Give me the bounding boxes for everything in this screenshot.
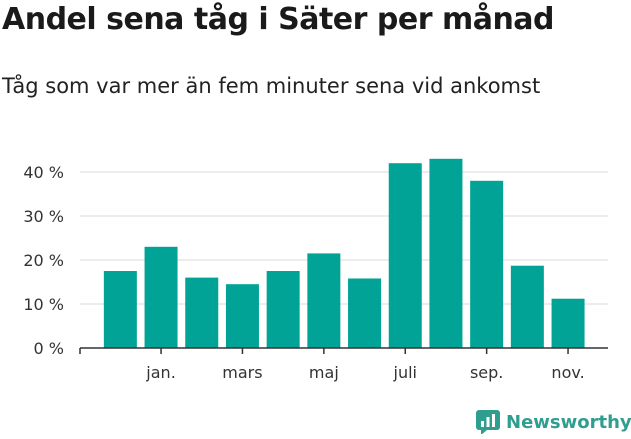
chart-title: Andel sena tåg i Säter per månad [2,2,555,37]
bar-nov [551,298,585,348]
y-tick-label: 10 % [23,295,64,314]
axis-labels: 0 % 10 % 20 % 30 % 40 % jan. mars maj juli sep. no… [23,163,584,382]
x-tick-label: juli [393,363,417,382]
y-tick-label: 0 % [34,339,64,358]
y-tick-label: 20 % [23,251,64,270]
x-tick-label: nov. [551,363,584,382]
brand-name: Newsworthy [506,411,631,433]
bar-sep [470,180,504,348]
chart-subtitle: Tåg som var mer än fem minuter sena vid … [2,74,541,98]
bar-feb [185,277,219,348]
bar-okt [510,265,544,348]
bar-juli [388,163,422,348]
bar-apr [266,271,300,348]
bar-jan [144,246,178,348]
x-tick-label: jan. [145,363,175,382]
bar-maj [307,253,341,348]
x-axis [79,347,608,354]
bar-mars [225,284,259,348]
brand-logo: Newsworthy [476,406,631,438]
bars [103,158,585,348]
bar-aug [429,158,463,348]
y-tick-label: 40 % [23,163,64,182]
x-tick-label: sep. [470,363,503,382]
y-tick-label: 30 % [23,207,64,226]
x-tick-label: mars [222,363,262,382]
bar-dec [103,271,137,348]
newsworthy-logo-icon [476,410,500,434]
x-tick-label: maj [309,363,339,382]
bar-chart: 0 % 10 % 20 % 30 % 40 % jan. mars maj juli sep. no… [23,158,608,382]
bar-juni [348,278,382,348]
